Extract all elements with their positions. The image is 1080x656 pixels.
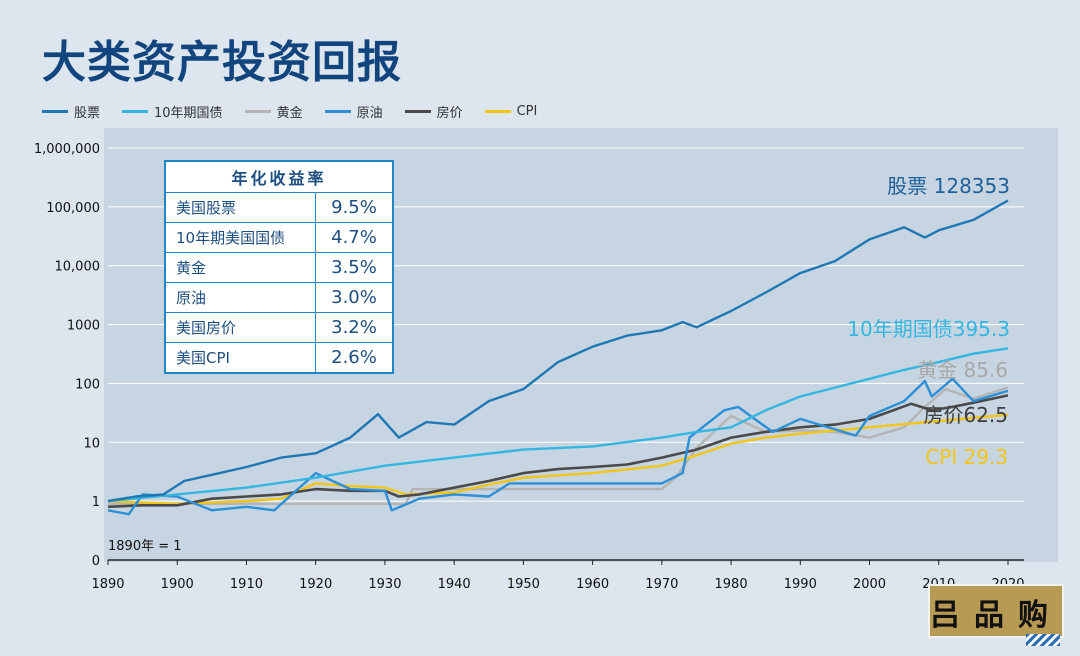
series-line-1 (107, 347, 1009, 503)
page-title: 大类资产投资回报 (42, 37, 402, 88)
table-row: 黄金 3.5% (164, 252, 394, 283)
watermark-logo: 吕品购 (928, 584, 1064, 638)
logo-text: 吕品购 (930, 598, 1062, 633)
x-tick-label: 1980 (715, 577, 748, 592)
y-tick-label: 100,000 (46, 201, 100, 216)
series-end-label: CPI 29.3 (925, 445, 1008, 469)
row-value: 3.0% (315, 282, 394, 313)
x-tick-label: 1920 (299, 577, 332, 592)
legend-swatch-bonds (122, 110, 149, 113)
legend-item-oil: 原油 (324, 102, 383, 121)
legend-item-cpi: CPI (484, 102, 538, 121)
x-tick-label: 1970 (645, 577, 678, 592)
series-end-label: 房价62.5 (923, 403, 1008, 427)
row-name: 黄金 (164, 252, 316, 283)
legend-label-gold: 黄金 (276, 106, 303, 121)
series-line-4 (107, 394, 1009, 509)
legend-item-stocks: 股票 (42, 102, 100, 121)
table-row: 美国CPI 2.6% (164, 342, 394, 374)
x-tick-label: 1960 (576, 577, 609, 592)
series-line-3 (107, 377, 1009, 516)
legend-item-gold: 黄金 (244, 102, 303, 121)
legend-item-housing: 房价 (404, 102, 463, 121)
series-line-0 (107, 199, 1009, 503)
legend-label-housing: 房价 (436, 106, 463, 121)
row-name: 原油 (164, 282, 316, 313)
x-tick-label: 1910 (230, 577, 263, 592)
row-name: 美国股票 (164, 192, 316, 223)
row-value: 3.2% (315, 312, 394, 343)
legend-swatch-gold (244, 110, 271, 113)
table-header: 年化收益率 (164, 160, 394, 193)
row-value: 9.5% (315, 192, 394, 223)
y-tick-label: 1,000,000 (34, 142, 100, 157)
table-row: 原油 3.0% (164, 282, 394, 313)
table-header-row: 年化收益率 (164, 160, 394, 193)
y-tick-label: 10,000 (55, 260, 101, 275)
legend-label-bonds: 10年期国债 (154, 106, 223, 121)
series-end-label: 股票 128353 (887, 174, 1010, 198)
row-value: 3.5% (315, 252, 394, 283)
y-tick-label: 0 (92, 554, 100, 569)
x-tick-label: 1890 (91, 577, 124, 592)
x-tick-label: 1990 (784, 577, 817, 592)
series-end-label: 黄金 85.6 (917, 358, 1008, 382)
row-name: 美国CPI (164, 342, 316, 374)
base-year-note: 1890年 = 1 (108, 539, 182, 554)
table-row: 美国股票 9.5% (164, 192, 394, 223)
x-tick-label: 1900 (161, 577, 194, 592)
row-name: 美国房价 (164, 312, 316, 343)
series-end-label: 10年期国债395.3 (847, 317, 1010, 341)
y-tick-label: 100 (75, 377, 100, 392)
table-row: 美国房价 3.2% (164, 312, 394, 343)
x-tick-label: 1950 (507, 577, 540, 592)
chart-legend: 股票 10年期国债 黄金 原油 房价 CPI (42, 102, 537, 121)
row-name: 10年期美国国债 (164, 222, 316, 253)
logo-wave-decoration (1026, 634, 1060, 646)
legend-swatch-cpi (484, 110, 511, 113)
y-tick-label: 1000 (67, 319, 100, 334)
x-tick-label: 2000 (853, 577, 886, 592)
x-tick-label: 1940 (438, 577, 471, 592)
legend-item-bonds: 10年期国债 (122, 102, 223, 121)
row-value: 2.6% (315, 342, 394, 374)
y-tick-label: 1 (92, 495, 100, 510)
x-tick-label: 1930 (368, 577, 401, 592)
row-value: 4.7% (315, 222, 394, 253)
series-line-2 (108, 386, 1009, 505)
y-tick-label: 10 (83, 436, 100, 451)
legend-label-oil: 原油 (356, 106, 383, 121)
labels-layer: 1890年 = 1 股票 128353 10年期国债395.3 黄金 85.6 房价62… (108, 174, 1010, 554)
legend-swatch-oil (324, 110, 351, 113)
series-line-5 (107, 413, 1009, 505)
legend-swatch-stocks (42, 110, 68, 113)
series-layer (107, 199, 1009, 516)
legend-label-cpi: CPI (516, 104, 538, 119)
table-row: 10年期美国国债 4.7% (164, 222, 394, 253)
legend-swatch-housing (404, 110, 431, 113)
annualized-return-table: 年化收益率 美国股票 9.5% 10年期美国国债 4.7% 黄金 3.5% 原油… (164, 160, 394, 374)
legend-label-stocks: 股票 (74, 106, 101, 121)
